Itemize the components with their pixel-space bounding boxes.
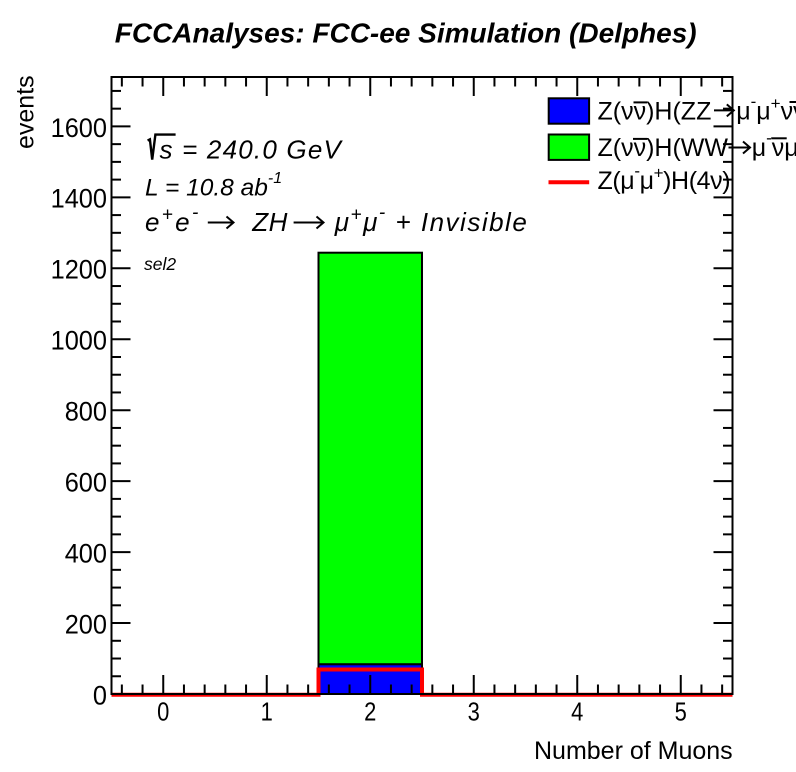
svg-text:Z(νν)H(WW: Z(νν)H(WW bbox=[598, 134, 729, 162]
svg-text:1000: 1000 bbox=[51, 326, 107, 356]
svg-text:μ-μ+νν: μ-μ+νν bbox=[736, 92, 796, 126]
svg-text:3: 3 bbox=[468, 697, 480, 727]
svg-text:Number of Muons: Number of Muons bbox=[534, 737, 733, 765]
svg-text:1200: 1200 bbox=[51, 255, 107, 285]
svg-text:5: 5 bbox=[675, 697, 687, 727]
svg-text:μ-νμ: μ-νμ bbox=[752, 129, 796, 163]
svg-text:1600: 1600 bbox=[51, 113, 107, 143]
svg-text:μ+μ- + Invisible: μ+μ- + Invisible bbox=[334, 203, 529, 238]
svg-text:800: 800 bbox=[65, 397, 107, 427]
svg-text:600: 600 bbox=[65, 468, 107, 498]
svg-text:Z(νν)H(ZZ: Z(νν)H(ZZ bbox=[598, 97, 712, 125]
svg-text:L = 10.8 ab-1: L = 10.8 ab-1 bbox=[145, 170, 282, 202]
svg-text:sel2: sel2 bbox=[144, 254, 176, 274]
svg-text:4: 4 bbox=[571, 697, 583, 727]
svg-text:200: 200 bbox=[65, 609, 107, 639]
svg-text:1: 1 bbox=[261, 697, 273, 727]
svg-text:2: 2 bbox=[364, 697, 376, 727]
svg-text:events: events bbox=[12, 75, 40, 149]
svg-text:0: 0 bbox=[157, 697, 169, 727]
svg-text:400: 400 bbox=[65, 539, 107, 569]
svg-text:Z(μ-μ+)H(4ν): Z(μ-μ+)H(4ν) bbox=[598, 162, 731, 196]
svg-text:ZH: ZH bbox=[251, 207, 288, 237]
svg-text:1400: 1400 bbox=[51, 184, 107, 214]
svg-text:0: 0 bbox=[93, 680, 107, 710]
svg-text:s = 240.0 GeV: s = 240.0 GeV bbox=[160, 135, 344, 165]
svg-text:FCCAnalyses: FCC-ee Simulation: FCCAnalyses: FCC-ee Simulation (Delphes) bbox=[115, 17, 697, 48]
